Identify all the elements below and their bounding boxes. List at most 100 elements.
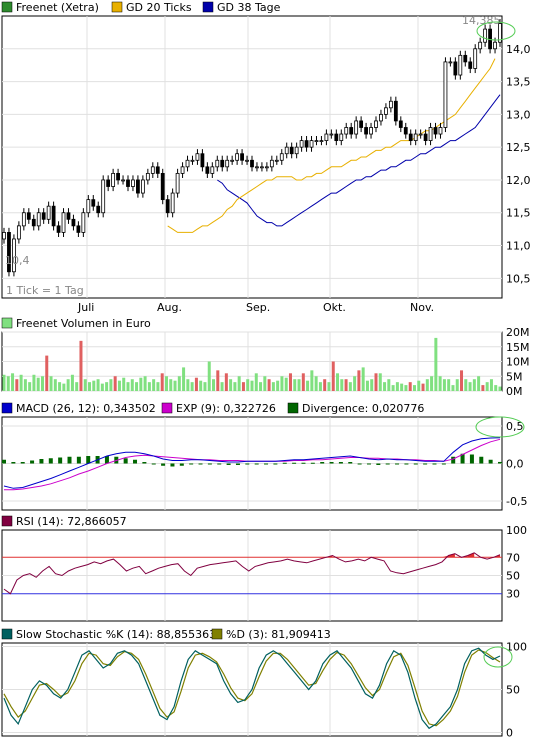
candle-body <box>453 61 458 76</box>
rsi-gridlines <box>2 530 502 621</box>
macd-polyline <box>3 437 501 489</box>
candle-body <box>294 146 299 155</box>
volume-bar <box>100 383 104 391</box>
rsi-panel: RSI (14): 72,866057 100 70 50 30 <box>1 515 527 622</box>
candle-body <box>339 133 344 142</box>
divergence-bar <box>320 462 325 464</box>
volume-bar <box>438 376 442 391</box>
divergence-bar <box>245 463 250 465</box>
volume-bar <box>417 380 421 391</box>
candle-body <box>240 153 244 161</box>
candle-body <box>36 212 41 227</box>
candle-body <box>483 28 488 43</box>
candle-body <box>438 127 443 135</box>
candle-body <box>235 153 240 161</box>
candle-body <box>354 120 359 135</box>
divergence-bar <box>385 463 390 465</box>
legend-price: Freenet (Xetra) <box>16 1 99 14</box>
candle-body <box>66 212 71 220</box>
candle-body <box>195 153 200 161</box>
candle-body <box>101 179 106 214</box>
candle-body <box>160 172 165 201</box>
candle-body <box>349 127 354 135</box>
price-tick-label: 13,0 <box>506 108 531 121</box>
legend-swatch-exp <box>161 402 173 414</box>
volume-bar <box>323 379 327 391</box>
candle-body <box>269 159 274 168</box>
macd-tick-label: 0,5 <box>506 420 524 433</box>
volume-bar <box>344 379 348 391</box>
candle-body <box>145 172 150 181</box>
volume-bar <box>58 382 62 391</box>
candle-body <box>111 172 116 187</box>
price-plot-frame <box>1 15 503 299</box>
volume-bar <box>460 370 464 391</box>
candle-body <box>96 205 101 214</box>
candle-body <box>493 41 497 50</box>
volume-bar <box>276 380 280 391</box>
divergence-bar <box>479 456 484 464</box>
volume-bar <box>442 379 446 391</box>
divergence-bar <box>189 463 194 465</box>
volume-bar <box>113 376 117 391</box>
volume-bar <box>186 379 190 391</box>
candle-body <box>299 140 304 148</box>
legend-volume: Freenet Volumen in Euro <box>16 317 151 330</box>
volume-bar <box>6 376 10 391</box>
volume-bar <box>156 382 160 391</box>
volume-tick-label: 5M <box>506 370 523 383</box>
volume-bar <box>62 383 66 391</box>
divergence-bar <box>282 462 287 464</box>
candle-body <box>478 41 483 50</box>
candle-body <box>408 133 413 142</box>
volume-bar <box>32 374 36 391</box>
volume-bar <box>365 380 369 391</box>
tick-note: 1 Tick = 1 Tag <box>6 284 84 297</box>
legend-divergence: Divergence: 0,020776 <box>302 402 424 415</box>
volume-bar <box>280 376 284 391</box>
divergence-bar <box>413 463 418 465</box>
max-price-label: 14,385 <box>462 14 501 27</box>
divergence-bars <box>2 453 502 467</box>
candle-body <box>463 54 468 63</box>
price-tick-label: 10,5 <box>506 272 531 285</box>
price-candles <box>2 18 502 277</box>
divergence-bar <box>338 462 343 464</box>
exp-line <box>4 438 501 491</box>
candle-body <box>329 133 334 136</box>
candle-body <box>384 107 388 115</box>
volume-bar <box>370 379 374 391</box>
volume-bar <box>11 373 15 391</box>
volume-bar <box>340 379 344 391</box>
volume-bar <box>293 379 297 391</box>
candle-body <box>26 212 31 220</box>
divergence-bar <box>488 459 493 464</box>
legend-swatch-price <box>1 1 13 13</box>
min-price-label: 10,4 <box>5 254 30 267</box>
divergence-bar <box>198 463 203 465</box>
candle-body <box>2 232 6 240</box>
volume-bar <box>395 382 399 391</box>
legend-swatch-macd <box>1 402 13 414</box>
price-tick-label: 13,5 <box>506 76 531 89</box>
rsi-tick-label: 50 <box>506 570 520 583</box>
divergence-bar <box>366 463 371 465</box>
volume-bar <box>271 382 275 391</box>
volume-bar <box>267 379 271 391</box>
volume-bar <box>425 379 429 391</box>
candle-body <box>140 179 145 194</box>
volume-bar <box>404 385 408 391</box>
volume-bar <box>477 376 481 391</box>
volume-bar <box>468 382 472 391</box>
price-gridlines <box>2 16 502 298</box>
rsi-tick-label: 30 <box>506 588 520 601</box>
candle-body <box>121 179 125 182</box>
macd-tick-label: -0,5 <box>506 495 527 508</box>
volume-bar <box>331 361 335 391</box>
volume-bar <box>318 382 322 391</box>
volume-bar <box>374 373 378 391</box>
volume-bar <box>224 373 228 391</box>
candle-body <box>369 127 373 135</box>
legend-rsi: RSI (14): 72,866057 <box>16 515 127 528</box>
